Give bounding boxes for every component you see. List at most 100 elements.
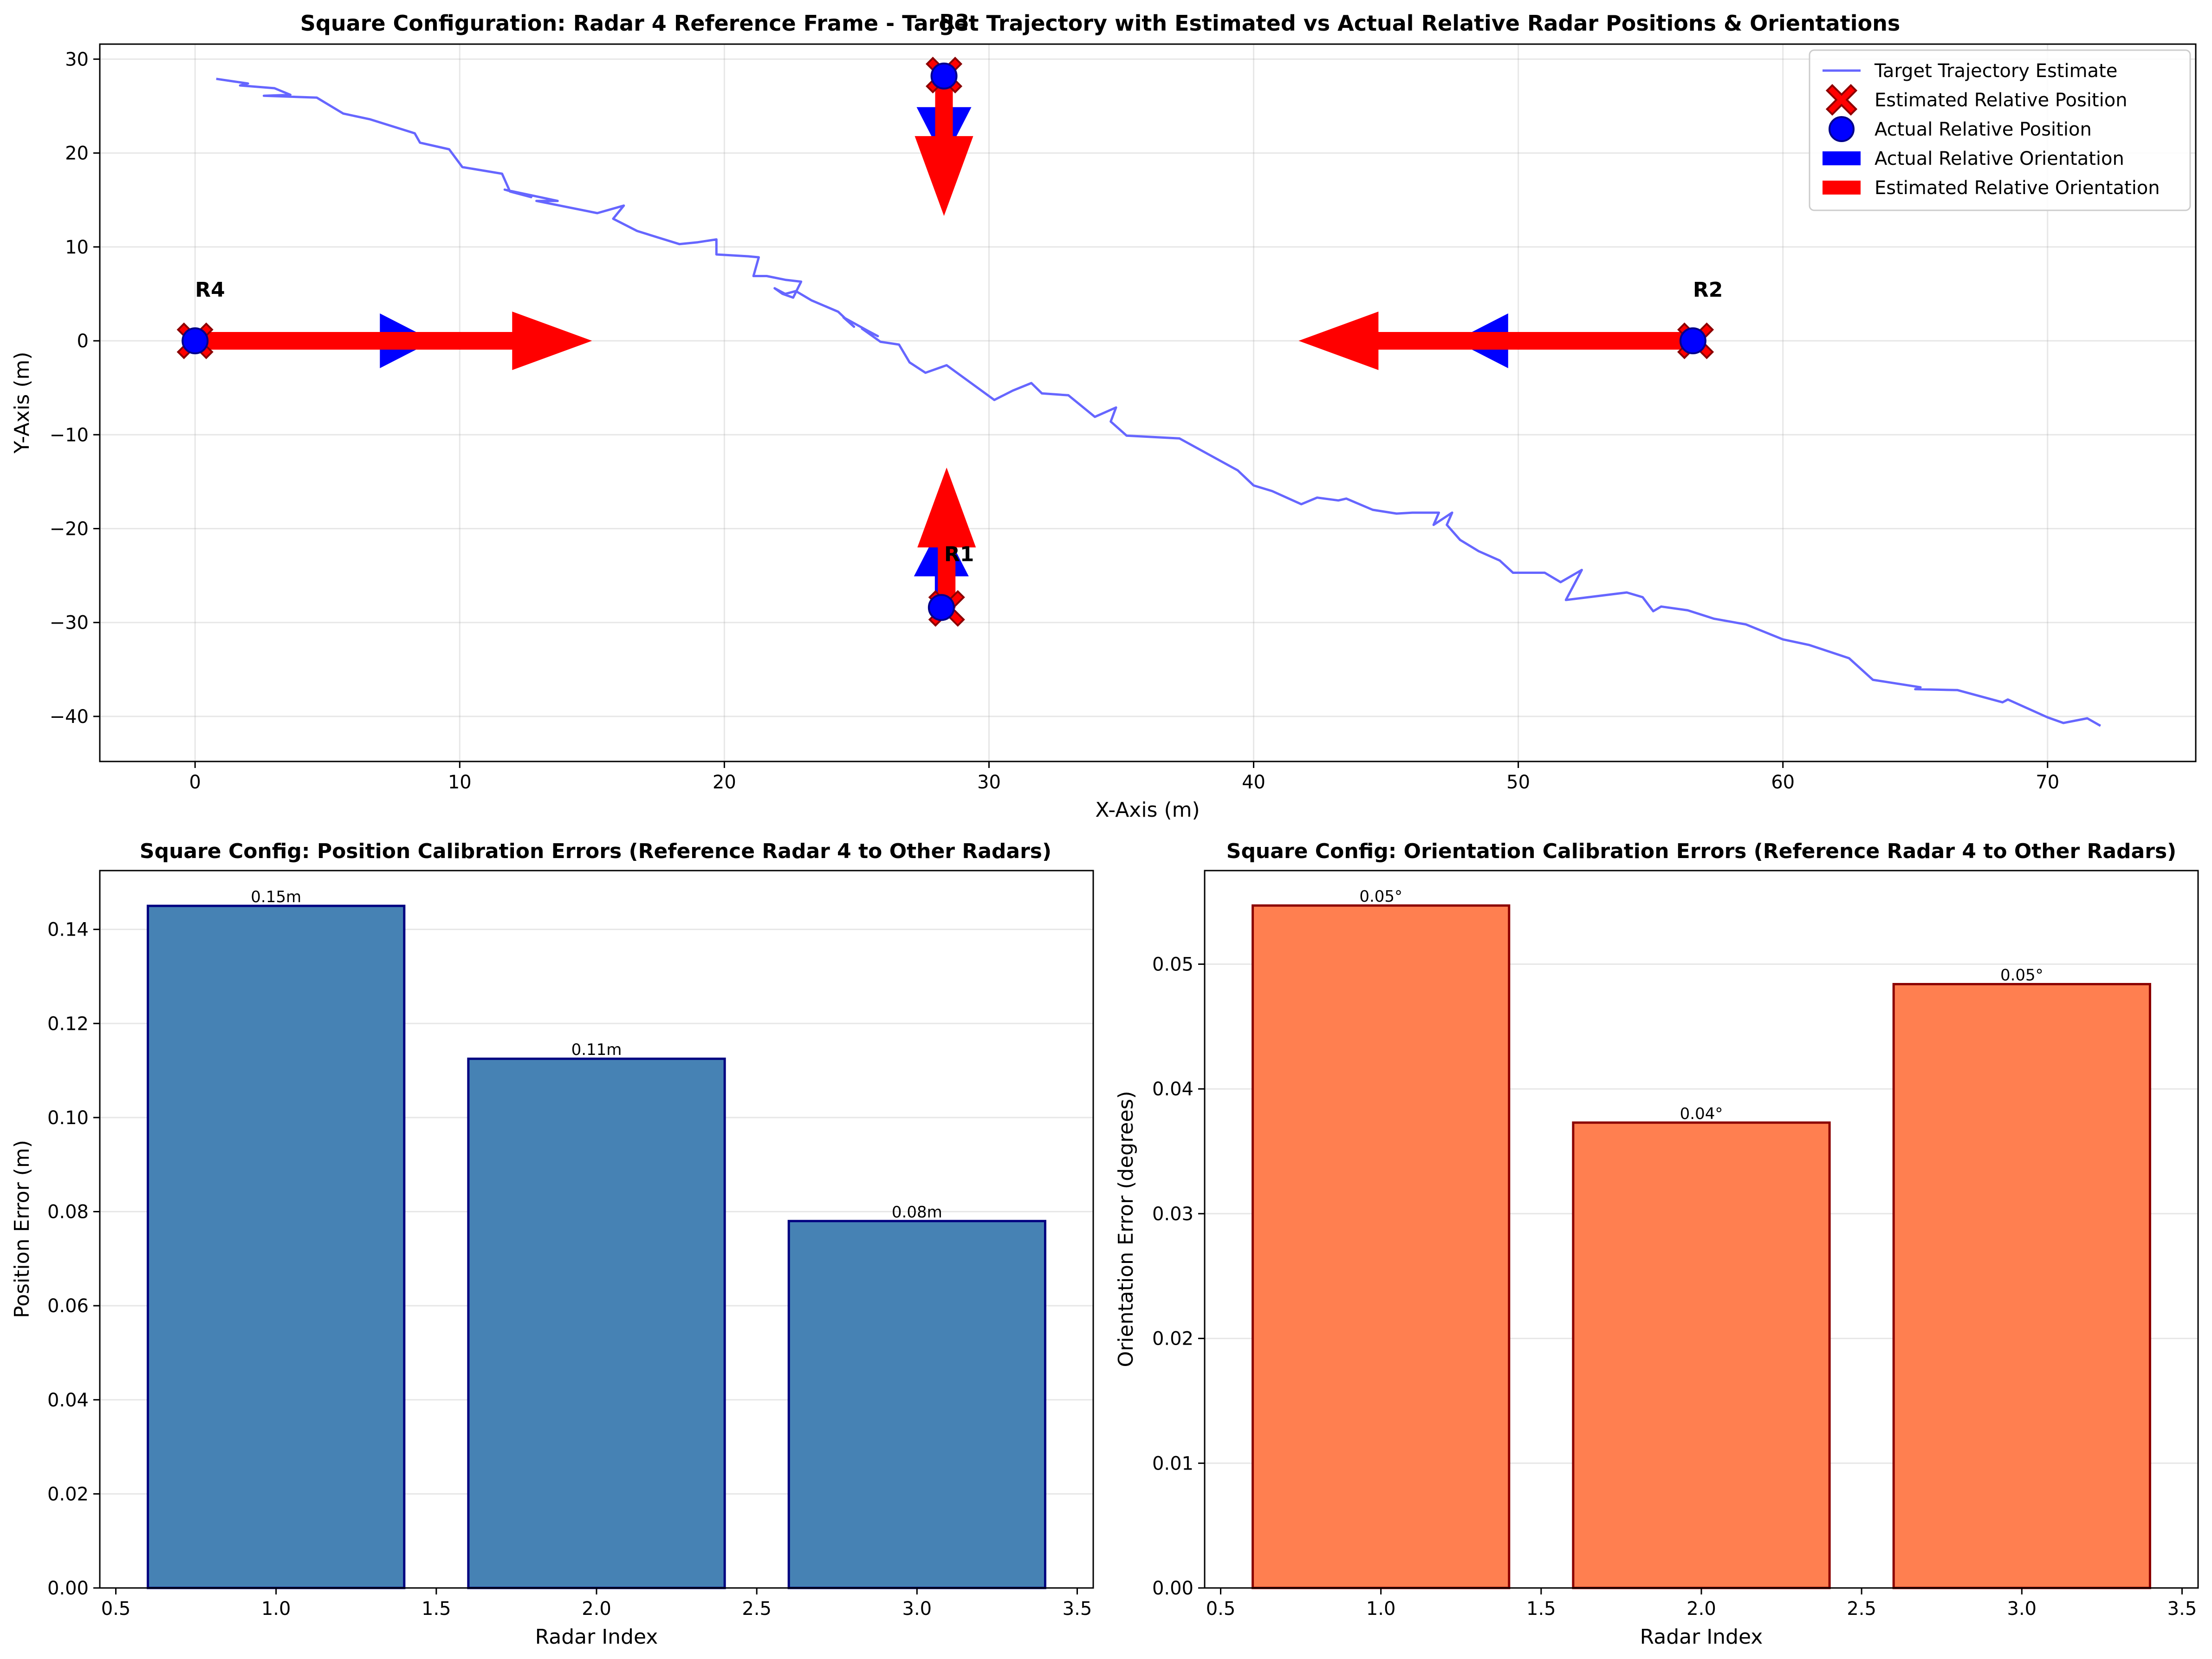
orientation-error-chart: Square Config: Orientation Calibration E…	[1114, 839, 2199, 1649]
position-error-y-tick-label: 0.06	[47, 1295, 89, 1317]
trajectory-legend: Target Trajectory Estimate Estimated Rela…	[1809, 49, 2191, 211]
x-tick-label: 50	[1506, 772, 1530, 793]
position-error-bar	[147, 904, 406, 1589]
position-error-y-axis-label: Position Error (m)	[10, 1140, 34, 1318]
position-error-bar-value-label: 0.11m	[571, 1041, 622, 1059]
orientation-error-bar	[1572, 1121, 1831, 1589]
estimated-orientation-arrow	[917, 468, 976, 609]
legend-label: Estimated Relative Position	[1875, 90, 2128, 111]
orientation-error-y-tick-label: 0.04	[1152, 1079, 1194, 1100]
position-error-x-tick-label: 3.5	[1063, 1598, 1092, 1620]
orientation-error-x-tick-label: 0.5	[1206, 1598, 1236, 1620]
position-error-x-tick-label: 1.0	[261, 1598, 291, 1620]
y-tick-label: −20	[50, 518, 89, 540]
position-error-x-tick-label: 2.5	[742, 1598, 772, 1620]
estimated-orientation-arrow	[915, 75, 973, 216]
legend-patch-swatch	[1823, 151, 1861, 165]
orientation-error-y-tick-label: 0.05	[1152, 954, 1194, 976]
orientation-error-x-tick-label: 2.0	[1687, 1598, 1716, 1620]
x-tick-label: 0	[189, 772, 201, 793]
estimated-orientation-arrow	[195, 312, 592, 370]
position-error-ticks: 0.00 0.02 0.04 0.06 0.08 0.10 0.12 0.14 0.5 1.0 1.…	[47, 919, 1092, 1620]
orientation-error-y-tick-label: 0.00	[1152, 1578, 1194, 1599]
radar-label-r4: R4	[195, 278, 225, 302]
orientation-error-y-axis-label: Orientation Error (degrees)	[1114, 1091, 1138, 1367]
trajectory-ticks: 0 10 20 30 40 50 60 70 −40 −30 −20 −10 0 10 20 30	[50, 49, 2060, 793]
position-error-y-tick-label: 0.14	[47, 919, 89, 941]
trajectory-layer	[216, 78, 2102, 727]
position-error-chart: Square Config: Position Calibration Erro…	[10, 839, 1094, 1649]
actual-position-marker	[1679, 327, 1706, 355]
legend-cross-swatch	[1828, 86, 1855, 113]
position-error-bar-value-label: 0.15m	[251, 888, 301, 906]
position-error-y-tick-label: 0.08	[47, 1202, 89, 1223]
orientation-error-bar-value-label: 0.04°	[1680, 1105, 1723, 1123]
actual-position-marker	[928, 594, 955, 621]
orientation-error-y-tick-label: 0.01	[1152, 1453, 1194, 1474]
orientation-error-x-tick-label: 1.5	[1526, 1598, 1556, 1620]
position-error-y-tick-label: 0.12	[47, 1013, 89, 1034]
orientation-error-ticks: 0.00 0.01 0.02 0.03 0.04 0.05 0.5 1.0 1.5 2.0 2.5 3…	[1152, 954, 2197, 1620]
trajectory-line	[216, 78, 2102, 727]
legend-patch-swatch	[1823, 181, 1861, 195]
position-error-x-axis-label: Radar Index	[535, 1625, 658, 1649]
x-tick-label: 40	[1242, 772, 1265, 793]
trajectory-plot: Square Configuration: Radar 4 Reference …	[10, 10, 2197, 822]
position-error-x-tick-label: 3.0	[902, 1598, 932, 1620]
actual-position-marker	[930, 62, 958, 90]
orientation-error-bar	[1892, 983, 2151, 1589]
orientation-error-x-tick-label: 3.0	[2007, 1598, 2037, 1620]
radar-label-r3: R3	[940, 10, 969, 34]
y-tick-label: −10	[50, 424, 89, 446]
x-tick-label: 30	[977, 772, 1001, 793]
legend-label: Actual Relative Orientation	[1875, 148, 2124, 169]
y-tick-label: −40	[50, 706, 89, 728]
radar-label-r2: R2	[1693, 278, 1723, 302]
orientation-error-x-axis-label: Radar Index	[1640, 1625, 1763, 1649]
orientation-error-x-tick-label: 1.0	[1366, 1598, 1396, 1620]
x-tick-label: 60	[1771, 772, 1795, 793]
orientation-error-bars: 0.05° 0.04° 0.05°	[1252, 887, 2151, 1589]
y-tick-label: 30	[65, 49, 89, 70]
orientation-error-y-tick-label: 0.02	[1152, 1328, 1194, 1350]
radar-label-r1: R1	[944, 542, 974, 566]
trajectory-plot-title: Square Configuration: Radar 4 Reference …	[300, 11, 1900, 36]
position-error-x-tick-label: 1.5	[422, 1598, 451, 1620]
position-error-y-tick-label: 0.10	[47, 1107, 89, 1129]
position-error-x-tick-label: 2.0	[582, 1598, 611, 1620]
position-error-bar-value-label: 0.08m	[892, 1203, 942, 1222]
x-tick-label: 10	[448, 772, 472, 793]
legend-label: Estimated Relative Orientation	[1875, 177, 2160, 199]
legend-circle-swatch	[1829, 116, 1855, 142]
actual-position-marker	[182, 327, 209, 355]
position-error-x-tick-label: 0.5	[101, 1598, 131, 1620]
x-tick-label: 20	[713, 772, 736, 793]
y-tick-label: 20	[65, 143, 89, 164]
trajectory-x-axis-label: X-Axis (m)	[1095, 798, 1200, 822]
legend-label: Actual Relative Position	[1875, 119, 2092, 140]
orientation-error-title: Square Config: Orientation Calibration E…	[1226, 839, 2177, 863]
position-error-y-tick-label: 0.00	[47, 1578, 89, 1599]
orientation-error-x-tick-label: 3.5	[2167, 1598, 2197, 1620]
orientation-error-bar	[1252, 904, 1511, 1589]
orientation-error-x-tick-label: 2.5	[1847, 1598, 1876, 1620]
y-tick-label: −30	[50, 612, 89, 634]
position-error-bar	[467, 1057, 726, 1589]
orientation-error-bar-value-label: 0.05°	[2000, 966, 2043, 985]
trajectory-plot-frame	[99, 43, 2197, 762]
legend-box	[1809, 49, 2191, 211]
position-error-y-tick-label: 0.02	[47, 1483, 89, 1505]
y-tick-label: 0	[77, 331, 89, 352]
y-tick-label: 10	[65, 237, 89, 258]
legend-label: Target Trajectory Estimate	[1874, 60, 2117, 82]
position-error-y-tick-label: 0.04	[47, 1390, 89, 1411]
trajectory-y-axis-label: Y-Axis (m)	[10, 351, 34, 454]
radar-layer: R1 R2 R3 R4	[176, 10, 1723, 627]
estimated-orientation-arrow	[1298, 312, 1696, 370]
position-error-title: Square Config: Position Calibration Erro…	[140, 839, 1051, 863]
orientation-error-y-tick-label: 0.03	[1152, 1204, 1194, 1225]
position-error-bars: 0.15m 0.11m 0.08m	[147, 888, 1046, 1589]
orientation-error-bar-value-label: 0.05°	[1359, 887, 1402, 906]
position-error-bar	[787, 1220, 1046, 1589]
